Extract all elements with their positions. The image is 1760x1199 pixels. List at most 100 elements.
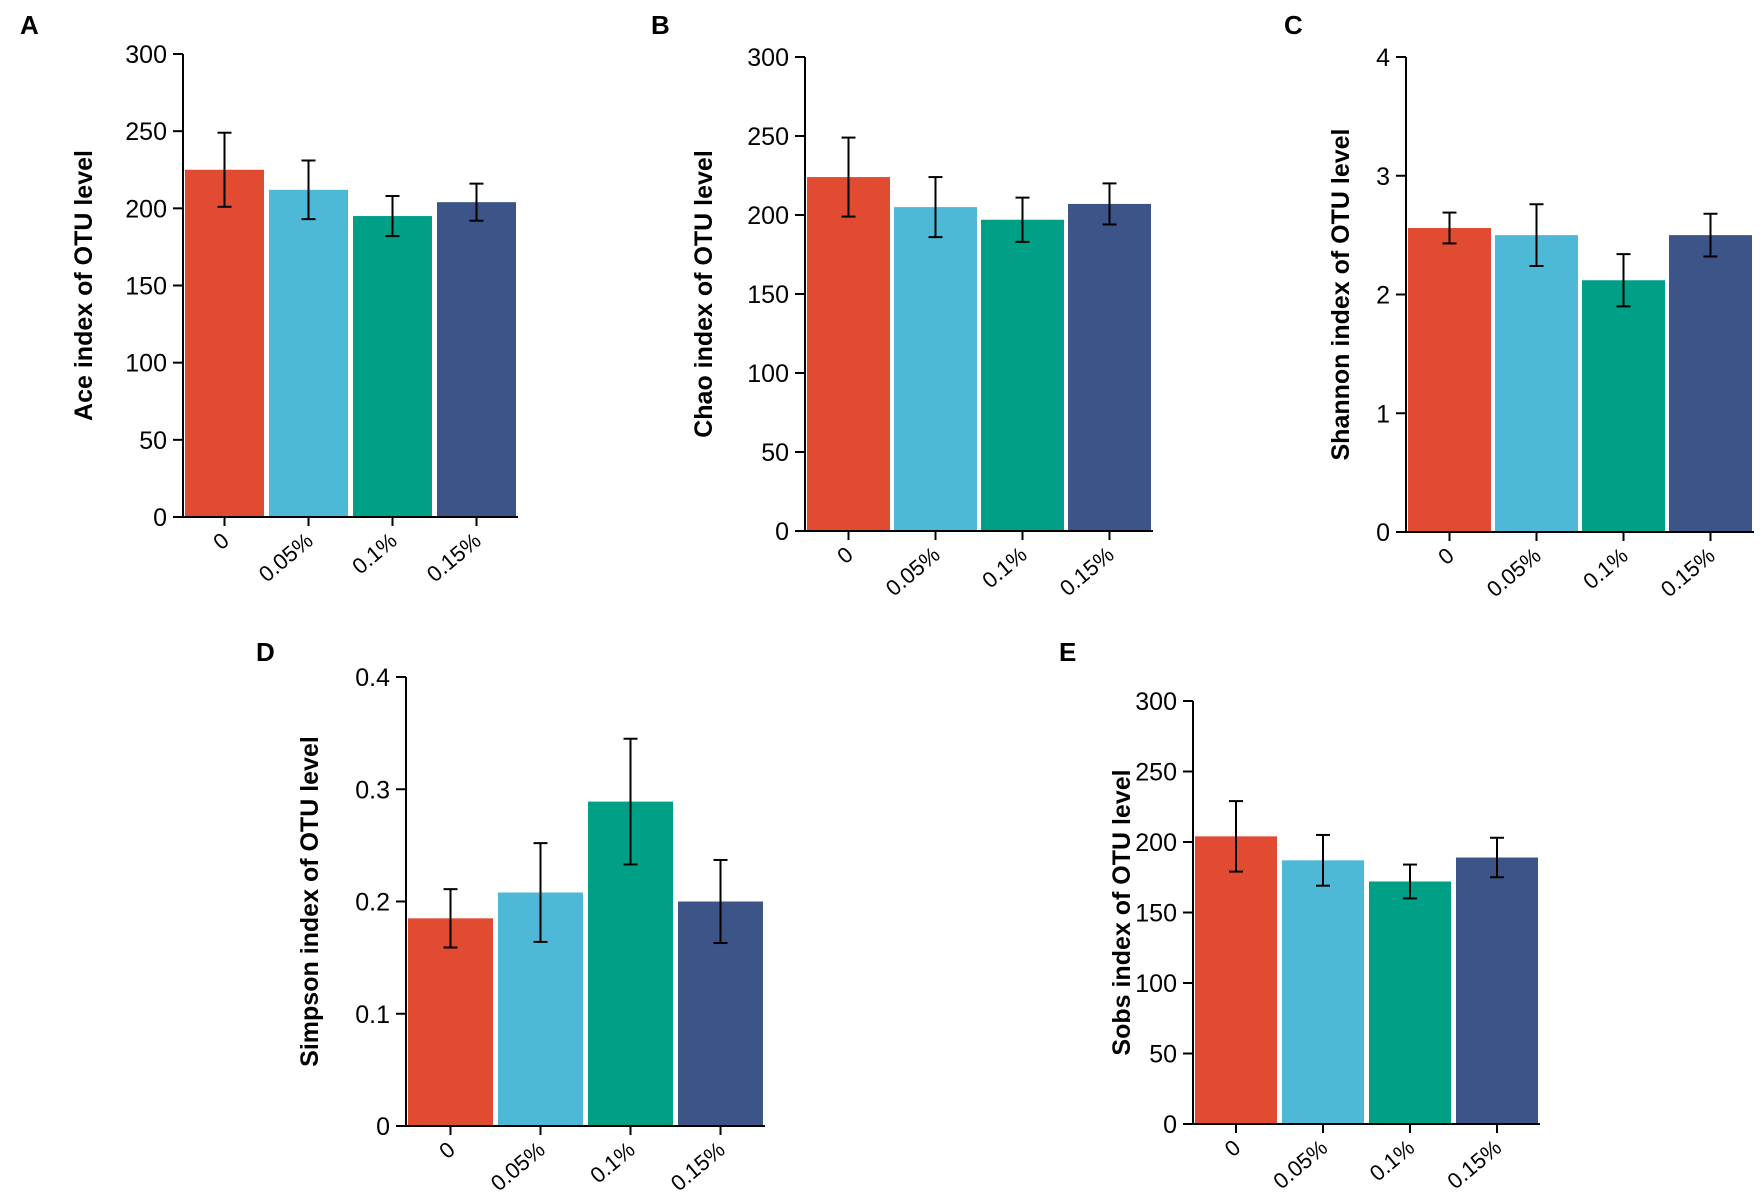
y-tick-label: 0.4 [355, 664, 390, 692]
y-tick-label: 300 [1135, 688, 1177, 716]
y-tick-label: 0 [775, 518, 789, 546]
y-tick-label: 3 [1376, 163, 1390, 191]
y-tick-label: 0.1 [355, 1001, 390, 1029]
y-tick-label: 0 [153, 504, 167, 532]
x-tick-label: 0 [434, 1137, 459, 1164]
x-tick-label: 0.05% [254, 528, 318, 587]
x-tick-label: 0.05% [1482, 543, 1546, 602]
bar [1408, 228, 1491, 532]
bar [437, 202, 516, 517]
x-tick-label: 0.15% [1656, 543, 1720, 602]
y-tick-label: 1 [1376, 400, 1390, 428]
error-bar [928, 176, 943, 239]
error-bar [385, 194, 400, 238]
y-tick-label: 250 [125, 118, 167, 146]
error-bar [217, 131, 232, 208]
bar [1456, 857, 1538, 1124]
y-tick-label: 0.2 [355, 889, 390, 917]
y-tick-label: 150 [747, 281, 789, 309]
chart-panel-c: C 0 1 2 3 4 0 0.05% 0.1% 0.15% Shannon index of OT… [1284, 10, 1754, 602]
bar [185, 169, 264, 517]
error-bar [1403, 863, 1417, 900]
y-tick-label: 0.3 [355, 776, 390, 804]
x-tick-label: 0.05% [881, 542, 945, 601]
x-tick-label: 0.1% [585, 1137, 639, 1188]
bar [1369, 881, 1451, 1124]
y-axis-title: Shannon index of OTU level [1327, 129, 1355, 461]
x-tick-label: 0 [1220, 1135, 1245, 1162]
error-bar [1229, 800, 1243, 873]
error-bar [1703, 212, 1718, 258]
bar [807, 177, 890, 531]
y-tick-label: 50 [1149, 1041, 1177, 1069]
bar [981, 219, 1064, 532]
bar [408, 918, 493, 1126]
x-tick-label: 0.15% [1442, 1135, 1506, 1194]
y-tick-label: 100 [125, 350, 167, 378]
y-tick-label: 150 [1135, 900, 1177, 928]
error-bar [1490, 836, 1504, 879]
y-tick-label: 50 [761, 439, 789, 467]
y-tick-label: 100 [1135, 970, 1177, 998]
chart-panel-d: D 0 0.1 0.2 0.3 0.4 0 0.05% 0.1% 0.15% Simpson ind… [256, 637, 765, 1196]
y-tick-label: 0 [1163, 1111, 1177, 1139]
chart-panel-e: E 0 50 100 150 200 250 300 0 0.05% 0.1% 0.15% Sobs i… [1059, 637, 1540, 1194]
error-bar [1015, 196, 1030, 243]
chart-panel-a: A 0 50 100 150 200 250 300 0 0.05% 0.1% 0.15% Ace in… [20, 10, 518, 587]
error-bar [301, 159, 316, 221]
x-tick-label: 0.05% [486, 1137, 550, 1196]
x-tick-label: 0.1% [1578, 543, 1632, 594]
y-tick-label: 300 [747, 44, 789, 72]
y-tick-label: 250 [747, 123, 789, 151]
y-axis-title: Simpson index of OTU level [296, 736, 324, 1067]
y-axis-title: Ace index of OTU level [70, 150, 98, 421]
x-tick-label: 0.1% [1365, 1135, 1419, 1186]
y-tick-label: 0 [376, 1113, 390, 1141]
y-tick-label: 250 [1135, 759, 1177, 787]
error-bar [443, 888, 458, 949]
chart-panel-b: B 0 50 100 150 200 250 300 0 0.05% 0.1% 0.15% Chao i… [651, 10, 1153, 601]
y-tick-label: 150 [125, 273, 167, 301]
x-tick-label: 0.15% [422, 528, 486, 587]
bar [1068, 203, 1151, 531]
error-bar [533, 842, 548, 943]
panel-label: B [651, 10, 670, 40]
y-axis-title: Chao index of OTU level [690, 150, 718, 438]
y-tick-label: 200 [747, 202, 789, 230]
bar [1582, 280, 1665, 532]
x-tick-label: 0.1% [347, 528, 401, 579]
error-bar [1102, 182, 1117, 226]
bar [353, 216, 432, 518]
x-tick-label: 0.15% [666, 1137, 730, 1196]
y-tick-label: 50 [139, 427, 167, 455]
error-bar [1529, 203, 1544, 267]
x-tick-label: 0 [832, 542, 857, 569]
y-tick-label: 200 [125, 195, 167, 223]
panel-label: D [256, 637, 275, 667]
error-bar [1316, 833, 1330, 887]
bar [1282, 860, 1364, 1124]
y-tick-label: 200 [1135, 829, 1177, 857]
x-tick-label: 0.05% [1268, 1135, 1332, 1194]
x-tick-label: 0 [208, 528, 233, 555]
bar [269, 189, 348, 517]
y-tick-label: 300 [125, 41, 167, 69]
x-tick-label: 0.15% [1055, 542, 1119, 601]
error-bar [841, 136, 856, 218]
y-tick-label: 0 [1376, 519, 1390, 547]
y-axis-title: Sobs index of OTU level [1108, 769, 1136, 1055]
error-bar [1616, 253, 1631, 308]
bar [894, 207, 977, 531]
panel-label: E [1059, 637, 1076, 667]
x-tick-label: 0 [1433, 543, 1458, 570]
bar [1669, 235, 1752, 532]
bar [1195, 836, 1277, 1124]
y-tick-label: 2 [1376, 282, 1390, 310]
y-tick-label: 4 [1376, 44, 1390, 72]
y-tick-label: 100 [747, 360, 789, 388]
error-bar [713, 858, 728, 945]
x-tick-label: 0.1% [977, 542, 1031, 593]
panel-label: C [1284, 10, 1303, 40]
error-bar [1442, 211, 1457, 245]
